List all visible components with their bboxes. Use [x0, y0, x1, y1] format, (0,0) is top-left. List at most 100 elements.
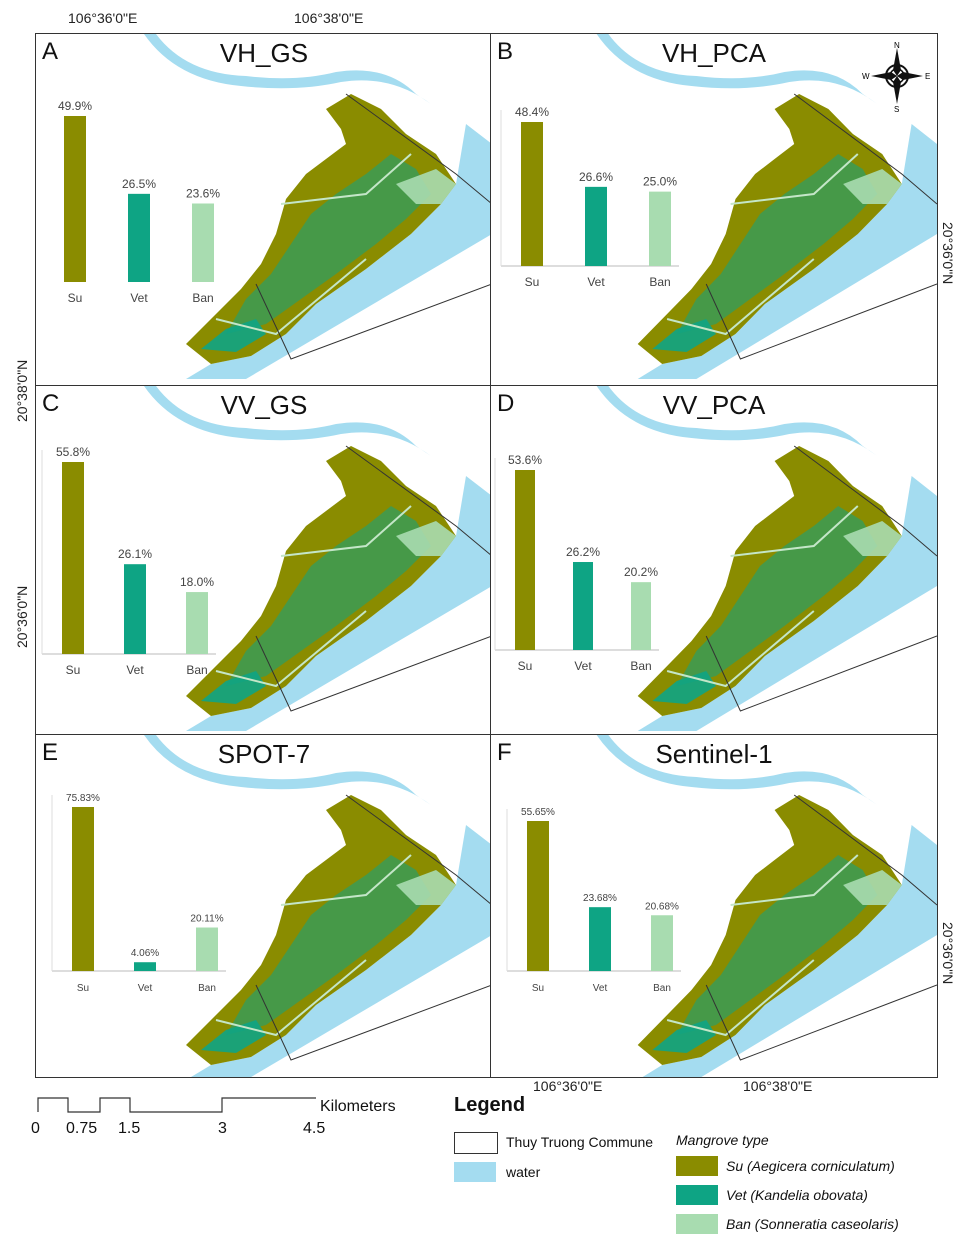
bar-vet	[585, 186, 607, 266]
scale-label-0: 0	[31, 1120, 40, 1137]
vet-swatch	[676, 1185, 718, 1205]
legend-title: Legend	[454, 1094, 526, 1116]
bar-chart: 55.8% Su 26.1% Vet 18.0% Ban	[41, 445, 216, 677]
bar-su	[72, 807, 94, 971]
bottom-coord-1: 106°36'0"E	[533, 1078, 603, 1094]
bar-value-label: 48.4%	[515, 105, 549, 119]
bar-chart: 75.83% Su 4.06% Vet 20.11% Ban	[51, 793, 226, 994]
compass-n: N	[894, 41, 900, 50]
category-label: Vet	[587, 275, 605, 289]
scale-label-15: 1.5	[118, 1120, 141, 1137]
category-label: Vet	[593, 983, 608, 994]
bar-ban	[192, 203, 214, 282]
bar-vet	[124, 564, 146, 654]
bar-value-label: 25.0%	[643, 175, 677, 189]
bottom-coord-2: 106°38'0"E	[743, 1078, 813, 1094]
category-label: Su	[525, 275, 540, 289]
map-panel-c: C VV_GS 55.8% Su 26.1% Vet 18.0% Ban	[35, 385, 493, 737]
bar-vet	[589, 907, 611, 971]
panel-title: VV_GS	[220, 390, 308, 420]
category-label: Su	[518, 659, 533, 673]
bar-chart: 53.6% Su 26.2% Vet 20.2% Ban	[494, 453, 659, 673]
compass-s: S	[894, 105, 899, 112]
category-label: Su	[68, 291, 83, 305]
category-label: Vet	[126, 663, 144, 677]
bar-value-label: 49.9%	[58, 99, 92, 113]
category-label: Su	[66, 663, 81, 677]
bar-value-label: 23.68%	[583, 893, 617, 904]
category-label: Ban	[198, 983, 216, 994]
bar-chart: 48.4% Su 26.6% Vet 25.0% Ban	[500, 105, 679, 289]
bar-value-label: 4.06%	[131, 948, 159, 959]
scale-label-075: 0.75	[66, 1120, 98, 1137]
category-label: Su	[77, 983, 89, 994]
bar-ban	[196, 927, 218, 971]
scale-label-45: 4.5	[303, 1120, 326, 1137]
panel-letter: E	[42, 739, 59, 766]
bar-value-label: 23.6%	[186, 186, 220, 200]
bar-value-label: 26.2%	[566, 545, 600, 559]
category-label: Ban	[649, 275, 670, 289]
category-label: Su	[532, 983, 544, 994]
panel-title: VH_GS	[219, 38, 309, 68]
legend-mangrove-type: Mangrove type	[676, 1132, 769, 1148]
bar-vet	[573, 562, 593, 650]
bar-ban	[651, 915, 673, 971]
ban-swatch	[676, 1214, 718, 1234]
category-label: Ban	[186, 663, 207, 677]
right-coord-1: 20°36'0"N	[940, 222, 953, 285]
bar-value-label: 20.2%	[624, 565, 658, 579]
bar-value-label: 26.1%	[118, 547, 152, 561]
bar-value-label: 55.65%	[521, 807, 555, 818]
bar-vet	[128, 193, 150, 282]
panel-letter: A	[42, 38, 59, 65]
panel-letter: F	[497, 739, 512, 766]
panel-letter: B	[497, 38, 514, 65]
scale-bar: 0 0.75 1.5 3 4.5 Kilometers	[28, 1090, 448, 1150]
bar-su	[527, 821, 549, 971]
bar-vet	[134, 962, 156, 971]
panel-letter: C	[42, 390, 60, 417]
map-panel-e: E SPOT-7 75.83% Su 4.06% Vet 20.11% Ban	[35, 734, 493, 1078]
right-coord-2: 20°36'0"N	[940, 922, 953, 985]
bar-su	[62, 462, 84, 654]
compass-e: E	[925, 72, 930, 81]
bar-value-label: 26.5%	[122, 177, 156, 191]
bar-value-label: 20.11%	[190, 914, 223, 925]
compass-w: W	[862, 72, 870, 81]
map-panel-b: B VH_PCA 48.4% Su 26.6% Vet 25.0% Ban	[490, 33, 938, 388]
panel-title: VV_PCA	[662, 390, 766, 420]
bar-ban	[631, 582, 651, 650]
map-panel-d: D VV_PCA 53.6% Su 26.2% Vet 20.2% Ban	[490, 385, 938, 737]
left-coord-1: 20°38'0"N	[14, 359, 30, 422]
commune-swatch	[454, 1132, 498, 1154]
left-coord-2: 20°36'0"N	[14, 585, 30, 648]
bar-chart: 55.65% Su 23.68% Vet 20.68% Ban	[506, 807, 681, 994]
category-label: Ban	[192, 291, 213, 305]
legend-ban: Ban (Sonneratia caseolaris)	[726, 1216, 899, 1232]
top-coord-2: 106°38'0"E	[294, 10, 364, 26]
category-label: Vet	[574, 659, 592, 673]
legend-water: water	[506, 1164, 541, 1180]
category-label: Ban	[653, 983, 671, 994]
bar-value-label: 55.8%	[56, 445, 90, 459]
bar-chart: 49.9% Su 26.5% Vet 23.6% Ban	[58, 99, 220, 305]
bar-ban	[186, 592, 208, 654]
top-coord-1: 106°36'0"E	[68, 10, 138, 26]
bar-su	[515, 470, 535, 650]
panel-title: SPOT-7	[217, 739, 311, 769]
bar-value-label: 75.83%	[66, 793, 100, 804]
panel-title: VH_PCA	[661, 38, 767, 68]
legend-vet: Vet (Kandelia obovata)	[726, 1187, 868, 1203]
bar-su	[521, 122, 543, 266]
water-swatch	[454, 1162, 496, 1182]
category-label: Vet	[130, 291, 148, 305]
compass-rose-icon: N S W E	[862, 40, 932, 114]
map-panel-a: A VH_GS 49.9% Su 26.5% Vet 23.6% Ban	[35, 33, 493, 388]
panel-title: Sentinel-1	[655, 739, 773, 769]
panel-letter: D	[497, 390, 515, 417]
bar-value-label: 53.6%	[508, 453, 542, 467]
bar-value-label: 20.68%	[645, 901, 679, 912]
category-label: Vet	[138, 983, 153, 994]
scale-label-3: 3	[218, 1120, 227, 1137]
